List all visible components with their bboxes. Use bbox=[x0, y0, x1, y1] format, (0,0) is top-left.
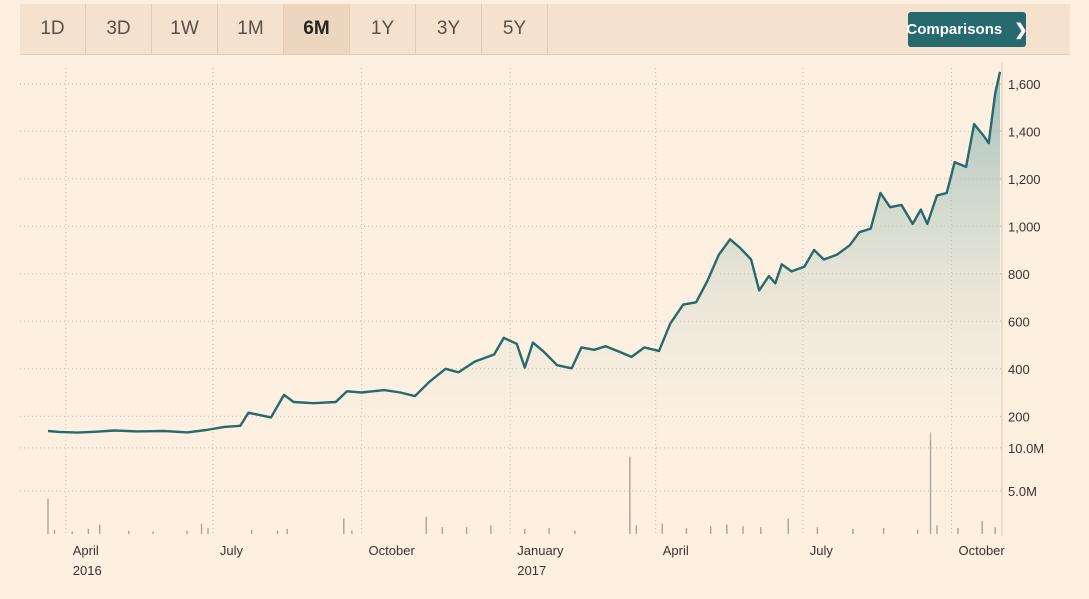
volume-bar bbox=[200, 523, 203, 534]
volume-bar bbox=[981, 521, 983, 534]
tab-5y[interactable]: 5Y bbox=[482, 4, 548, 54]
range-toolbar: 1D 3D 1W 1M 6M 1Y 3Y 5Y Comparisons ❯ bbox=[20, 4, 1070, 55]
x-tick-label: July bbox=[220, 543, 244, 558]
tab-1w[interactable]: 1W bbox=[152, 4, 218, 54]
tab-label: 5Y bbox=[502, 18, 527, 39]
volume-bar bbox=[276, 530, 279, 534]
comparisons-label: Comparisons bbox=[906, 21, 1003, 38]
volume-bar bbox=[685, 527, 688, 534]
volume-bar bbox=[726, 524, 728, 534]
volume-bar bbox=[53, 529, 56, 534]
volume-bar bbox=[548, 527, 550, 534]
y-tick-label: 1,000 bbox=[1008, 219, 1041, 234]
x-tick-label: October bbox=[959, 543, 1006, 558]
volume-bar bbox=[635, 525, 638, 534]
volume-bar bbox=[128, 530, 130, 534]
chevron-right-icon: ❯ bbox=[1014, 21, 1028, 39]
y-tick-label: 800 bbox=[1008, 267, 1030, 282]
volume-bar bbox=[186, 530, 188, 534]
volume-bar bbox=[929, 432, 932, 534]
volume-bar bbox=[574, 530, 576, 534]
tab-label: 1D bbox=[40, 18, 65, 39]
tab-3d[interactable]: 3D bbox=[86, 4, 152, 54]
tab-6m[interactable]: 6M bbox=[284, 4, 350, 54]
y-tick-label: 1,600 bbox=[1008, 77, 1041, 92]
volume-bars bbox=[47, 432, 996, 534]
tab-label: 1Y bbox=[370, 18, 395, 39]
x-tick-label: October bbox=[369, 543, 416, 558]
volume-bar bbox=[152, 531, 154, 534]
x-axis-labels: April 2016 July October January 2017 April July… bbox=[73, 543, 1006, 578]
x-tick-sublabel: 2016 bbox=[73, 563, 102, 578]
tab-label: 1W bbox=[170, 18, 199, 39]
price-area bbox=[48, 71, 1000, 441]
volume-bar bbox=[957, 527, 959, 534]
price-series-line bbox=[47, 71, 1002, 434]
volume-bar bbox=[441, 527, 444, 534]
volume-bar bbox=[99, 524, 101, 534]
tab-1m[interactable]: 1M bbox=[218, 4, 284, 54]
volume-bar bbox=[87, 528, 90, 534]
comparisons-button[interactable]: Comparisons ❯ bbox=[906, 12, 1028, 47]
volume-bar bbox=[916, 529, 919, 534]
grid bbox=[20, 62, 1003, 536]
y-axis-labels: 200 400 600 800 1,000 1,200 1,400 1,600 5.0M 10.0… bbox=[1008, 77, 1044, 499]
y-tick-label: 1,400 bbox=[1008, 124, 1041, 139]
volume-bar bbox=[425, 516, 427, 534]
volume-bar bbox=[47, 498, 49, 534]
volume-bar bbox=[490, 525, 492, 534]
tab-label: 3D bbox=[106, 18, 131, 39]
volume-tick-label: 10.0M bbox=[1008, 441, 1044, 456]
x-tick-sublabel: 2017 bbox=[517, 563, 546, 578]
tab-1y[interactable]: 1Y bbox=[350, 4, 416, 54]
tab-3y[interactable]: 3Y bbox=[416, 4, 482, 54]
tab-1d[interactable]: 1D bbox=[20, 4, 86, 54]
volume-bar bbox=[71, 531, 73, 534]
volume-bar bbox=[994, 527, 996, 534]
volume-bar bbox=[936, 525, 938, 534]
tab-label: 1M bbox=[237, 18, 264, 39]
tab-label: 3Y bbox=[436, 18, 461, 39]
y-tick-label: 400 bbox=[1008, 362, 1030, 377]
x-tick-label: July bbox=[810, 543, 834, 558]
volume-bar bbox=[250, 529, 253, 534]
volume-bar bbox=[343, 518, 345, 534]
volume-tick-label: 5.0M bbox=[1008, 484, 1037, 499]
volume-bar bbox=[760, 527, 762, 534]
volume-bar bbox=[351, 530, 353, 534]
price-line bbox=[47, 71, 1002, 434]
price-area-fill bbox=[48, 71, 1000, 441]
x-tick-label: April bbox=[663, 543, 689, 558]
volume-bar bbox=[465, 527, 468, 534]
volume-bar bbox=[816, 527, 819, 534]
volume-bar bbox=[286, 528, 288, 534]
tab-label: 6M bbox=[303, 18, 330, 39]
y-tick-label: 1,200 bbox=[1008, 172, 1041, 187]
y-tick-label: 600 bbox=[1008, 314, 1030, 329]
volume-bar bbox=[882, 527, 885, 534]
volume-bar bbox=[709, 526, 712, 534]
volume-bar bbox=[787, 518, 789, 534]
volume-bar bbox=[852, 528, 854, 534]
volume-bar bbox=[524, 528, 526, 534]
volume-bar bbox=[742, 526, 744, 534]
y-tick-label: 200 bbox=[1008, 409, 1030, 424]
x-tick-label: April bbox=[73, 543, 99, 558]
volume-bar bbox=[629, 456, 631, 534]
x-tick-label: January bbox=[517, 543, 564, 558]
volume-bar bbox=[661, 523, 663, 534]
volume-bar bbox=[207, 527, 209, 534]
